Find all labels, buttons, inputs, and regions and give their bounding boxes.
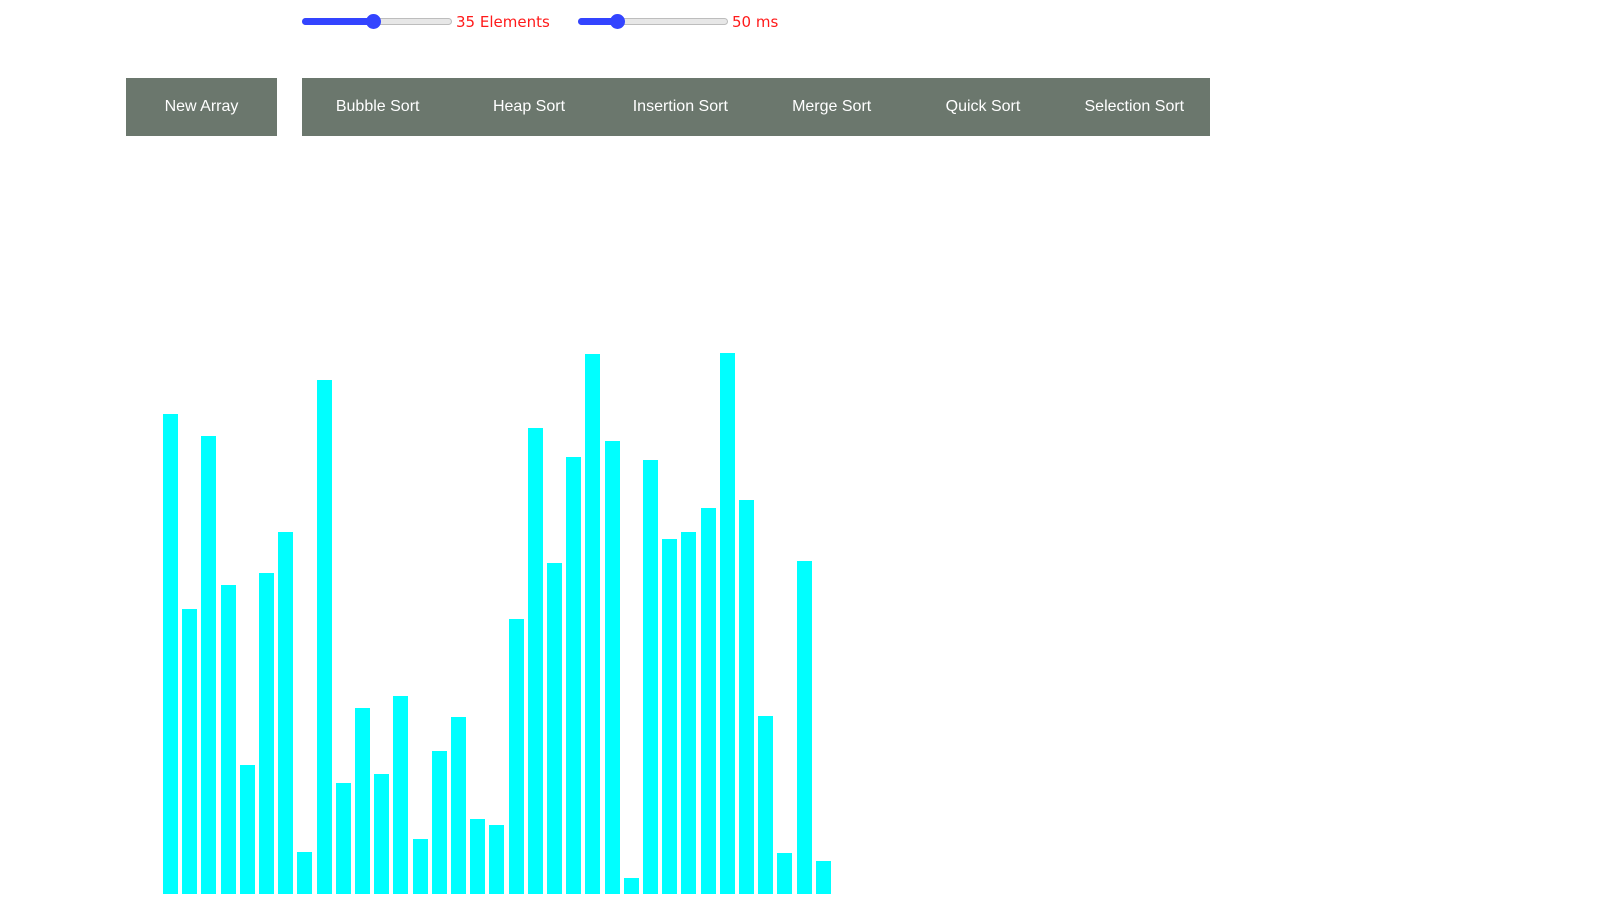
array-bar [163, 414, 178, 894]
array-bar [585, 354, 601, 894]
array-bar [220, 585, 236, 894]
array-bar [719, 353, 735, 894]
heap-sort-button[interactable]: Heap Sort [492, 98, 566, 115]
quick-sort-button[interactable]: Quick Sort [945, 98, 1021, 115]
array-bar [623, 878, 639, 894]
array-bar [489, 825, 505, 894]
array-bar [777, 853, 793, 894]
array-bar [259, 573, 274, 894]
array-bar [662, 539, 678, 894]
array-bar [316, 380, 332, 894]
merge-sort-button[interactable]: Merge Sort [792, 98, 872, 115]
array-size-label: 35 Elements [456, 13, 550, 31]
slider-thumb[interactable] [610, 14, 625, 29]
slider-fill [302, 18, 373, 25]
array-bar [355, 708, 370, 894]
array-bar [739, 500, 754, 894]
array-bar [239, 765, 255, 894]
slider-fill [578, 18, 617, 25]
sort-buttons-group: Bubble Sort Heap Sort Insertion Sort Mer… [302, 78, 1210, 136]
array-bar [796, 561, 812, 894]
array-bar [566, 457, 582, 894]
array-bar [201, 436, 217, 894]
selection-sort-button[interactable]: Selection Sort [1084, 98, 1185, 115]
array-bar [297, 852, 313, 894]
array-bar [412, 839, 428, 894]
array-size-control: 35 Elements [302, 8, 550, 36]
array-bar [815, 861, 831, 894]
array-bar [393, 696, 409, 894]
array-bar [278, 532, 294, 894]
array-bar [451, 717, 466, 894]
insertion-sort-button[interactable]: Insertion Sort [632, 98, 728, 115]
array-bar [643, 460, 658, 894]
array-bar [527, 428, 543, 894]
array-bar [758, 716, 774, 894]
array-bar [182, 609, 198, 894]
bubble-sort-button[interactable]: Bubble Sort [335, 98, 420, 115]
array-bar [470, 819, 486, 894]
speed-label: 50 ms [732, 13, 779, 31]
speed-slider[interactable] [578, 11, 728, 33]
array-size-slider[interactable] [302, 11, 452, 33]
array-bar [431, 751, 447, 894]
array-bar [374, 774, 390, 894]
new-array-button[interactable]: New Array [126, 78, 277, 136]
array-bar [700, 508, 716, 894]
array-bar [547, 563, 562, 894]
array-bar [508, 619, 524, 894]
array-bar [681, 532, 697, 894]
array-bars-container [163, 300, 863, 894]
slider-thumb[interactable] [365, 14, 381, 29]
array-bar [335, 783, 351, 894]
controls-bar: 35 Elements 50 ms [0, 0, 1600, 60]
speed-control: 50 ms [578, 8, 778, 36]
array-bar [604, 441, 620, 894]
